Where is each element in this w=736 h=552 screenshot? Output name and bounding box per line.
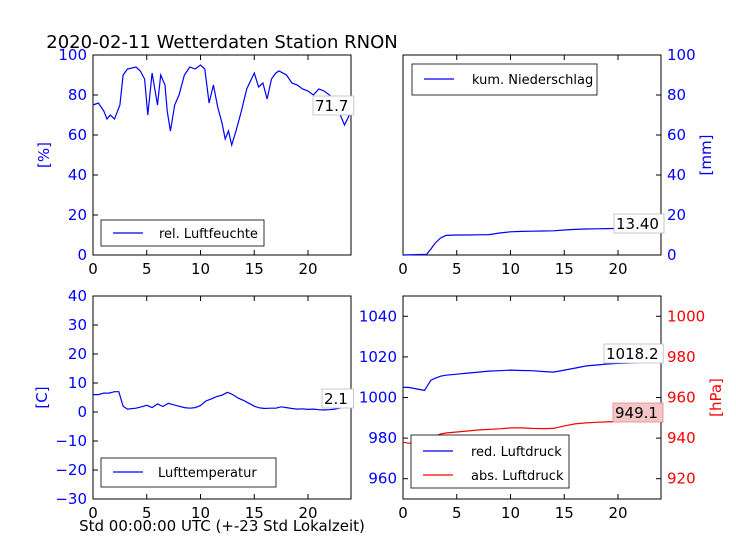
humidity-legend: rel. Luftfeuchte	[100, 219, 265, 247]
red-pressure-annotation: 1018.2	[606, 345, 659, 363]
x-tick-label-2-3: 15	[245, 504, 264, 522]
y-tick-label-2-1: −20	[55, 461, 87, 479]
x-tick-label-1-3: 15	[555, 260, 574, 278]
legend-label: abs. Luftdruck	[471, 469, 564, 484]
temp-y-label: [C]	[33, 386, 51, 408]
x-tick-label-3-1: 5	[452, 504, 462, 522]
x-tick-label-2-0: 0	[88, 504, 98, 522]
precip-legend: kum. Niederschlag	[411, 63, 598, 96]
y-tick-label-2-5: 20	[68, 345, 87, 363]
red-pressure-annotation-box	[603, 343, 664, 364]
precip-annotation-box	[613, 213, 665, 234]
y-tick-label-3-3: 1020	[359, 348, 397, 366]
x-tick-label-2-1: 5	[142, 504, 152, 522]
legend-label: kum. Niederschlag	[472, 73, 593, 88]
y-tick-label-3-1: 980	[368, 429, 397, 447]
x-tick-label-1-4: 20	[608, 260, 627, 278]
legend-label: Lufttemperatur	[158, 466, 257, 481]
precip-y-label: [mm]	[697, 135, 715, 176]
x-tick-label-0-3: 15	[245, 260, 264, 278]
x-tick-label-1-2: 10	[501, 260, 520, 278]
x-tick-label-3-2: 10	[501, 504, 520, 522]
legend-label: red. Luftdruck	[471, 445, 562, 460]
y-tick-label-0-2: 40	[68, 166, 87, 184]
red-pressure-line	[403, 360, 662, 392]
x-tick-label-2-4: 20	[298, 504, 317, 522]
legend-label: rel. Luftfeuchte	[159, 227, 258, 242]
humidity-annotation: 71.7	[315, 97, 348, 115]
y-tick-label-2-3: 0	[77, 403, 87, 421]
temp-legend: Lufttemperatur	[100, 457, 277, 488]
y-tick-label-2-6: 30	[68, 316, 87, 334]
y-tick-label-0-4: 80	[68, 86, 87, 104]
x-tick-label-3-3: 15	[555, 504, 574, 522]
y-tick-label-2-7: 40	[68, 287, 87, 305]
y-tick-label-3-0: 960	[368, 470, 397, 488]
y-right-tick-label-1-1: 20	[667, 206, 686, 224]
temp-annotation: 2.1	[324, 390, 348, 408]
x-tick-label-3-4: 20	[608, 504, 627, 522]
humidity-annotation-box	[312, 95, 355, 116]
y-right-tick-label-1-3: 60	[667, 126, 686, 144]
y-tick-label-2-0: −30	[55, 490, 87, 508]
humidity-y-label: [%]	[35, 142, 53, 168]
pressure-y-label-right: [hPa]	[707, 378, 725, 417]
humidity-line	[92, 64, 352, 148]
x-tick-label-0-1: 5	[142, 260, 152, 278]
x-tick-label-1-1: 5	[452, 260, 462, 278]
pressure-legend: red. Luftdruck abs. Luftdruck	[410, 434, 570, 489]
x-tick-label-3-0: 0	[398, 504, 408, 522]
x-tick-label-1-0: 0	[398, 260, 408, 278]
x-axis-label: Std 00:00:00 UTC (+-23 Std Lokalzeit)	[79, 517, 365, 535]
y-right-tick-label-1-2: 40	[667, 166, 686, 184]
x-tick-label-0-0: 0	[88, 260, 98, 278]
y-right-tick-label-3-1: 940	[667, 429, 696, 447]
x-tick-label-2-2: 10	[191, 504, 210, 522]
y-tick-label-0-5: 100	[58, 46, 87, 64]
precip-plot-frame	[402, 54, 662, 256]
y-right-tick-label-3-0: 920	[667, 470, 696, 488]
y-right-tick-label-1-5: 100	[667, 46, 696, 64]
x-tick-label-0-4: 20	[298, 260, 317, 278]
y-tick-label-2-4: 10	[68, 374, 87, 392]
humidity-plot-frame	[92, 54, 352, 256]
y-tick-label-3-2: 1000	[359, 389, 397, 407]
precip-annotation: 13.40	[616, 215, 659, 233]
y-right-tick-label-3-2: 960	[667, 389, 696, 407]
legend-box	[410, 434, 570, 489]
y-right-tick-label-3-3: 980	[667, 348, 696, 366]
y-right-tick-label-1-0: 0	[667, 246, 677, 264]
x-tick-label-0-2: 10	[191, 260, 210, 278]
temp-annotation-box	[321, 388, 355, 409]
chart-title: 2020-02-11 Wetterdaten Station RNON	[46, 32, 397, 53]
temp-line	[93, 391, 352, 411]
abs-pressure-annotation-box	[612, 402, 664, 423]
y-tick-label-3-4: 1040	[359, 307, 397, 325]
y-tick-label-0-3: 60	[68, 126, 87, 144]
y-tick-label-0-0: 0	[77, 246, 87, 264]
y-tick-label-0-1: 20	[68, 206, 87, 224]
y-tick-label-2-2: −10	[55, 432, 87, 450]
y-right-tick-label-1-4: 80	[667, 86, 686, 104]
abs-pressure-annotation: 949.1	[615, 404, 658, 422]
y-right-tick-label-3-4: 1000	[667, 307, 705, 325]
